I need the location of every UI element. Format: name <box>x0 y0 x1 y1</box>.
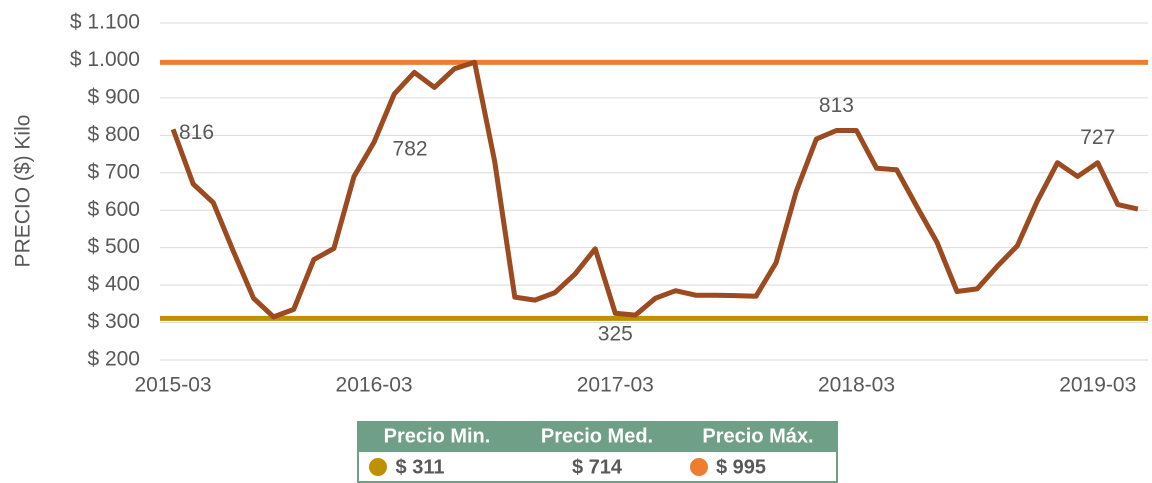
data-label: 816 <box>179 121 214 144</box>
data-label: 813 <box>819 94 854 117</box>
data-label: 727 <box>1080 126 1115 149</box>
x-tick-label: 2016-03 <box>336 374 413 397</box>
y-tick-label: $ 800 <box>87 123 140 146</box>
y-tick-label: $ 300 <box>87 310 140 333</box>
y-tick-label: $ 1.100 <box>70 11 140 34</box>
legend-value: $ 311 <box>396 456 445 478</box>
y-tick-label: $ 600 <box>87 198 140 221</box>
y-tick-label: $ 400 <box>87 273 140 296</box>
y-tick-label: $ 1.000 <box>70 48 140 71</box>
price-line <box>170 59 1139 320</box>
legend-marker <box>369 458 387 476</box>
legend-header-label: Precio Máx. <box>702 425 813 447</box>
legend-value: $ 995 <box>716 456 766 478</box>
y-tick-label: $ 500 <box>87 235 140 258</box>
legend-body <box>357 450 838 483</box>
y-axis-label: PRECIO ($) Kilo <box>12 115 35 268</box>
legend-header-label: Precio Min. <box>384 425 491 447</box>
legend-header-label: Precio Med. <box>541 425 653 447</box>
data-label: 782 <box>393 138 428 161</box>
legend-value: $ 714 <box>572 456 623 478</box>
x-tick-label: 2015-03 <box>135 374 212 397</box>
legend-header <box>357 421 838 451</box>
x-tick-label: 2017-03 <box>577 374 654 397</box>
data-label: 325 <box>598 323 633 346</box>
y-tick-label: $ 200 <box>87 348 140 371</box>
x-tick-label: 2019-03 <box>1059 374 1136 397</box>
y-tick-label: $ 900 <box>87 85 140 108</box>
x-tick-label: 2018-03 <box>818 374 895 397</box>
legend-marker <box>690 458 708 476</box>
y-tick-label: $ 700 <box>87 160 140 183</box>
